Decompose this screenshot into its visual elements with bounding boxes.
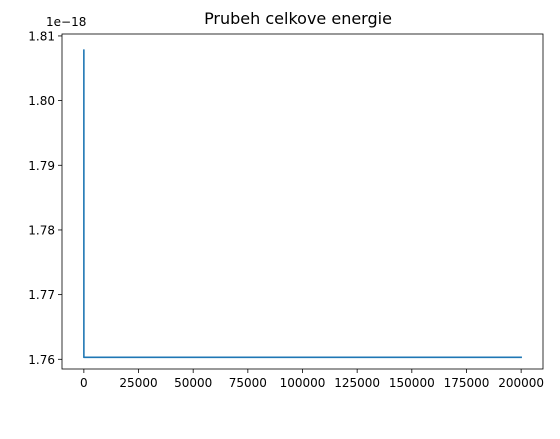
x-tick-label: 175000 [444, 376, 490, 390]
x-tick-label: 150000 [389, 376, 435, 390]
y-tick-label: 1.81 [28, 29, 55, 43]
y-tick-label: 1.77 [28, 288, 55, 302]
x-tick-label: 200000 [498, 376, 544, 390]
series-line-0 [83, 49, 522, 359]
plot-area: 0 25000 50000 75000 100000 125000 150000 175000… [28, 29, 544, 390]
y-tick-label: 1.79 [28, 159, 55, 173]
x-tick-label: 0 [80, 376, 88, 390]
axes-frame [61, 33, 544, 370]
x-tick-label: 125000 [334, 376, 380, 390]
x-tick-label: 25000 [119, 376, 157, 390]
y-tick-label: 1.80 [28, 94, 55, 108]
x-tick-label: 100000 [280, 376, 326, 390]
x-tick-label: 75000 [229, 376, 267, 390]
y-tick-label: 1.78 [28, 223, 55, 237]
y-tick-label: 1.76 [28, 353, 55, 367]
y-axis-offset-label: 1e−18 [46, 15, 86, 29]
x-tick-label: 50000 [174, 376, 212, 390]
chart-title: Prubeh celkove energie [204, 9, 392, 28]
